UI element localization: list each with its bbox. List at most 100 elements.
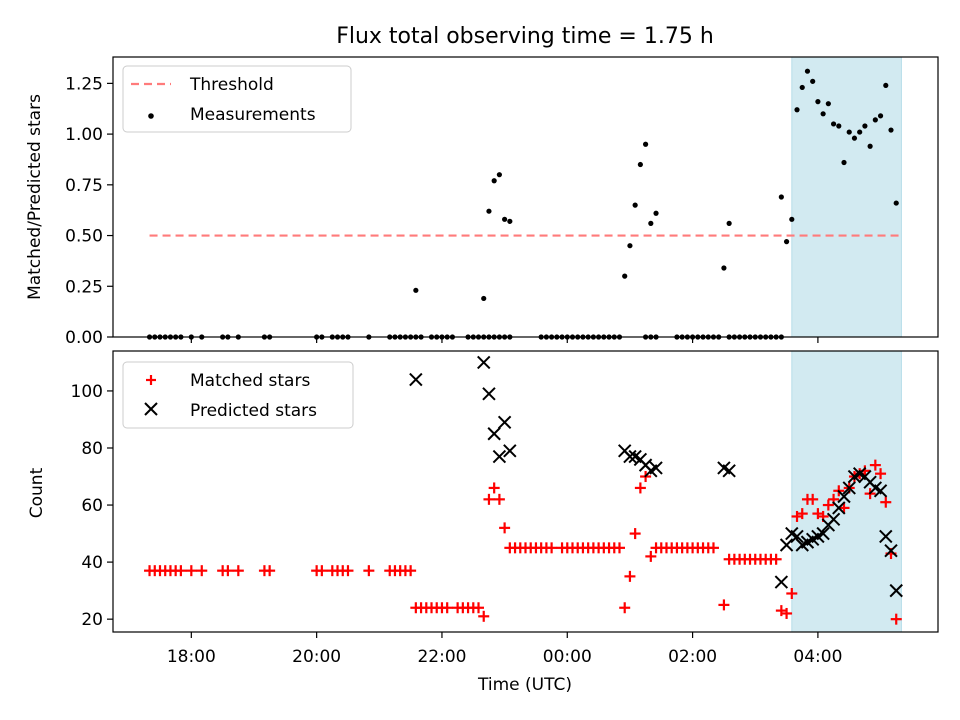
x-axis-label: Time (UTC) xyxy=(477,675,572,695)
measurement-point xyxy=(507,218,513,224)
matched-star-point xyxy=(478,610,490,622)
ratio-marks xyxy=(146,68,902,340)
ratio-x-axis xyxy=(190,337,819,343)
measurement-point xyxy=(888,127,894,133)
measurement-point xyxy=(820,111,826,117)
matched-star-point xyxy=(483,493,495,505)
count-y-tick-label: 100 xyxy=(71,382,103,402)
matched-star-point xyxy=(488,482,500,494)
ratio-y-tick-label: 1.25 xyxy=(65,74,103,94)
measurement-point xyxy=(862,123,868,129)
matched-star-point xyxy=(232,565,244,577)
matched-star-point xyxy=(822,499,834,511)
predicted-star-point xyxy=(826,512,841,527)
measurement-point xyxy=(815,99,821,105)
matched-star-point xyxy=(342,565,354,577)
matched-star-point xyxy=(869,459,881,471)
predicted-star-point xyxy=(790,529,804,544)
matched-star-point xyxy=(619,602,631,614)
matched-star-point xyxy=(473,602,485,614)
matched-star-point xyxy=(634,482,646,494)
measurement-point xyxy=(481,295,487,302)
predicted-star-point xyxy=(816,526,830,541)
measurement-point xyxy=(726,220,732,226)
predicted-star-point xyxy=(722,464,736,478)
count-x-tick-label: 20:00 xyxy=(292,647,341,667)
count-y-label: Count xyxy=(27,467,47,518)
measurement-point xyxy=(653,210,659,216)
predicted-star-point xyxy=(623,449,637,464)
matched-star-point xyxy=(781,607,793,619)
matched-star-point xyxy=(786,587,798,599)
measurement-point xyxy=(502,216,508,222)
predicted-star-point xyxy=(774,575,789,589)
matched-star-point xyxy=(264,565,276,577)
count-y-tick-label: 20 xyxy=(81,610,103,630)
count-marks xyxy=(144,355,903,625)
measurement-point xyxy=(851,135,858,141)
chart-title: Flux total observing time = 1.75 h xyxy=(336,24,714,49)
measurement-point xyxy=(648,220,654,226)
matched-star-point xyxy=(175,565,187,577)
measurement-point xyxy=(883,82,889,89)
ratio-plot-frame xyxy=(112,56,939,338)
matched-star-point xyxy=(645,550,657,562)
measurement-point xyxy=(867,143,873,149)
ratio-y-axis: 0.00 0.25 0.50 0.75 1.00 1.25 xyxy=(65,74,113,348)
matched-star-point xyxy=(185,565,197,577)
matched-star-point xyxy=(546,542,558,554)
measurement-point xyxy=(491,178,497,184)
matched-star-point xyxy=(441,602,453,614)
count-y-tick-label: 40 xyxy=(81,553,103,573)
matched-star-point xyxy=(770,553,782,565)
measurement-point xyxy=(799,84,805,91)
predicted-star-point xyxy=(649,461,663,475)
predicted-star-point xyxy=(409,372,423,387)
matched-star-point xyxy=(875,468,887,480)
threshold-legend-label: Threshold xyxy=(189,75,274,95)
ratio-y-tick-label: 0.50 xyxy=(65,227,103,247)
predicted-star-point xyxy=(873,484,888,498)
count-x-tick-label: 18:00 xyxy=(167,647,216,667)
measurement-point xyxy=(622,273,628,279)
matched-star-point xyxy=(880,496,892,508)
ratio-panel: 0.00 0.25 0.50 0.75 1.00 1.25 Matched/Predict… xyxy=(25,56,939,348)
count-plot-frame xyxy=(112,350,939,633)
matched-star-point xyxy=(493,493,505,505)
predicted-star-point xyxy=(889,583,903,598)
count-x-tick-label: 00:00 xyxy=(543,647,592,667)
measurement-point xyxy=(413,287,419,293)
predicted-star-point xyxy=(879,529,893,544)
ratio-y-label: Matched/Predicted stars xyxy=(25,94,45,300)
matched-legend-swatch xyxy=(146,375,156,385)
predicted-star-point xyxy=(477,355,491,370)
count-panel: 20 40 60 80 100 18:00 20:00 22:00 00:00 02:00 04:… xyxy=(27,350,939,695)
measurement-point xyxy=(794,107,800,113)
matched-star-point xyxy=(499,522,511,534)
measurement-point xyxy=(825,101,831,107)
matched-star-point xyxy=(796,508,808,520)
count-y-axis: 20 40 60 80 100 xyxy=(71,382,113,630)
matched-star-point xyxy=(405,565,417,577)
predicted-star-point xyxy=(832,501,846,515)
matched-star-point xyxy=(363,565,375,577)
measurement-point xyxy=(637,161,643,168)
ratio-y-tick-label: 0.00 xyxy=(65,328,103,348)
count-y-tick-label: 80 xyxy=(81,439,103,459)
highlight-span-top xyxy=(791,56,902,338)
measurements-legend-label: Measurements xyxy=(190,105,316,125)
predicted-legend-swatch xyxy=(144,402,158,416)
ratio-y-tick-label: 1.00 xyxy=(65,125,103,145)
predicted-star-point xyxy=(497,415,512,430)
measurement-point xyxy=(810,78,816,84)
measurement-point xyxy=(496,172,502,178)
predicted-star-point xyxy=(837,489,851,504)
matched-star-point xyxy=(316,565,328,577)
measurement-point xyxy=(830,121,837,127)
measurement-point xyxy=(857,129,863,135)
measurement-point xyxy=(642,141,649,147)
measurement-point xyxy=(721,265,727,271)
matched-star-point xyxy=(613,542,625,554)
ratio-y-tick-label: 0.25 xyxy=(65,277,103,297)
